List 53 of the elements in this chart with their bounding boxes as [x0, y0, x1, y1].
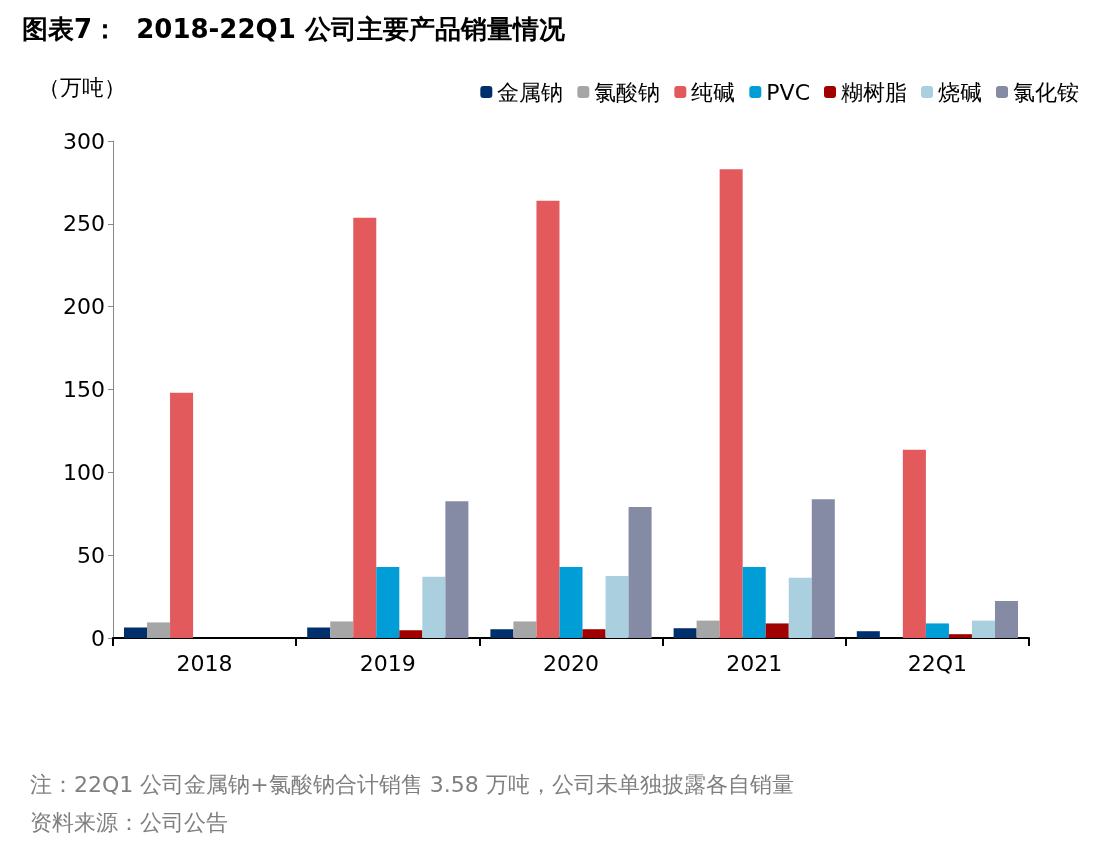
bar: [765, 623, 789, 638]
legend-label: 氯酸钠: [594, 79, 661, 105]
bar: [422, 576, 446, 638]
bar: [719, 169, 743, 638]
y-tick-label: 50: [77, 542, 105, 568]
x-tick-label: 2018: [176, 650, 233, 676]
bar: [353, 217, 377, 638]
text: 资料来源：公司公告: [30, 809, 228, 835]
x-tick-label: 22Q1: [907, 650, 968, 676]
y-tick-label: 100: [63, 459, 105, 485]
y-tick-label: 200: [63, 294, 105, 320]
bar: [490, 629, 514, 638]
bar: [902, 449, 926, 638]
bar: [170, 392, 194, 638]
bar: [147, 622, 171, 638]
y-tick-label: 250: [63, 211, 105, 237]
y-tick-label: 0: [91, 625, 105, 651]
bar: [925, 623, 949, 638]
bar: [559, 567, 583, 638]
chart-title: 图表7： 2018-22Q1 公司主要产品销量情况: [22, 14, 566, 44]
legend-label: 纯碱: [691, 79, 736, 105]
y-tick-label: 150: [63, 377, 105, 402]
bar: [123, 627, 148, 638]
y-tick-label: 300: [63, 128, 105, 154]
bar: [513, 621, 537, 638]
legend-label: 金属钠: [497, 79, 564, 105]
legend-label: 烧碱: [938, 79, 982, 105]
bar: [742, 567, 766, 638]
bar: [307, 627, 331, 638]
bar: [376, 567, 400, 638]
bar: [330, 621, 354, 638]
bar: [536, 200, 560, 638]
bar: [445, 501, 469, 638]
bar: [788, 577, 812, 638]
bar: [811, 499, 835, 638]
x-tick-label: 2021: [726, 650, 783, 676]
bar: [971, 620, 995, 638]
bar: [399, 630, 423, 638]
bar: [696, 620, 720, 638]
bar: [994, 601, 1019, 638]
text: 注：22Q1 公司金属钠+氯酸钠合计销售 3.58 万吨，公司未单独披露各自销量: [30, 771, 794, 797]
legend-label: 糊树脂: [841, 79, 907, 105]
bar: [856, 631, 880, 638]
bar: [628, 507, 652, 638]
bar: [948, 634, 972, 638]
x-tick-label: 2019: [359, 650, 416, 676]
bar: [673, 628, 697, 638]
x-tick-label: 2020: [543, 650, 599, 676]
bar: [582, 629, 606, 638]
y-axis-title: （万吨）: [38, 74, 126, 100]
legend-label: PVC: [766, 79, 811, 105]
bar: [605, 575, 629, 638]
legend-label: 氯化铵: [1013, 79, 1079, 105]
